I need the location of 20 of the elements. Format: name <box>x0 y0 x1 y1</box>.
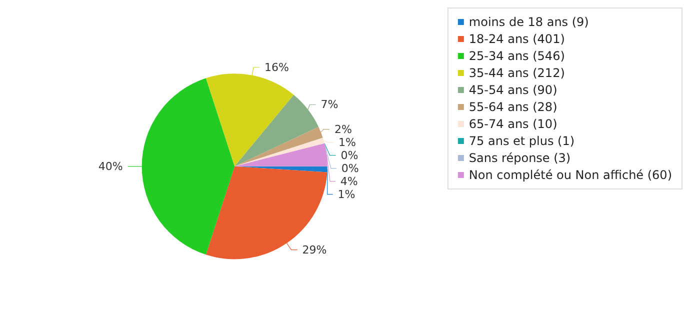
legend-label: moins de 18 ans (9) <box>468 15 589 29</box>
data-label: 4% <box>340 174 358 188</box>
legend-label: 65-74 ans (10) <box>468 117 558 131</box>
text: 0% <box>340 148 358 162</box>
data-label: 16% <box>264 60 289 74</box>
legend-label: 35-44 ans (212) <box>468 66 565 80</box>
data-label: 1% <box>338 188 356 201</box>
legend-label: 18-24 ans (401) <box>468 32 565 46</box>
text: 0% <box>341 162 359 175</box>
legend-label: 45-54 ans (90) <box>468 83 558 97</box>
legend-label: 55-64 ans (28) <box>468 100 558 114</box>
data-label: 40% <box>98 160 123 173</box>
legend-label: Sans réponse (3) <box>468 151 571 165</box>
legend-label: 25-34 ans (546) <box>468 49 565 63</box>
legend-label: 75 ans et plus (1) <box>468 134 575 148</box>
data-label: 1% <box>338 136 356 149</box>
data-label: 29% <box>302 243 327 256</box>
data-label: 7% <box>320 98 338 112</box>
legend-label: Non complété ou Non affiché (60) <box>468 168 672 182</box>
data-label: 2% <box>334 122 352 136</box>
